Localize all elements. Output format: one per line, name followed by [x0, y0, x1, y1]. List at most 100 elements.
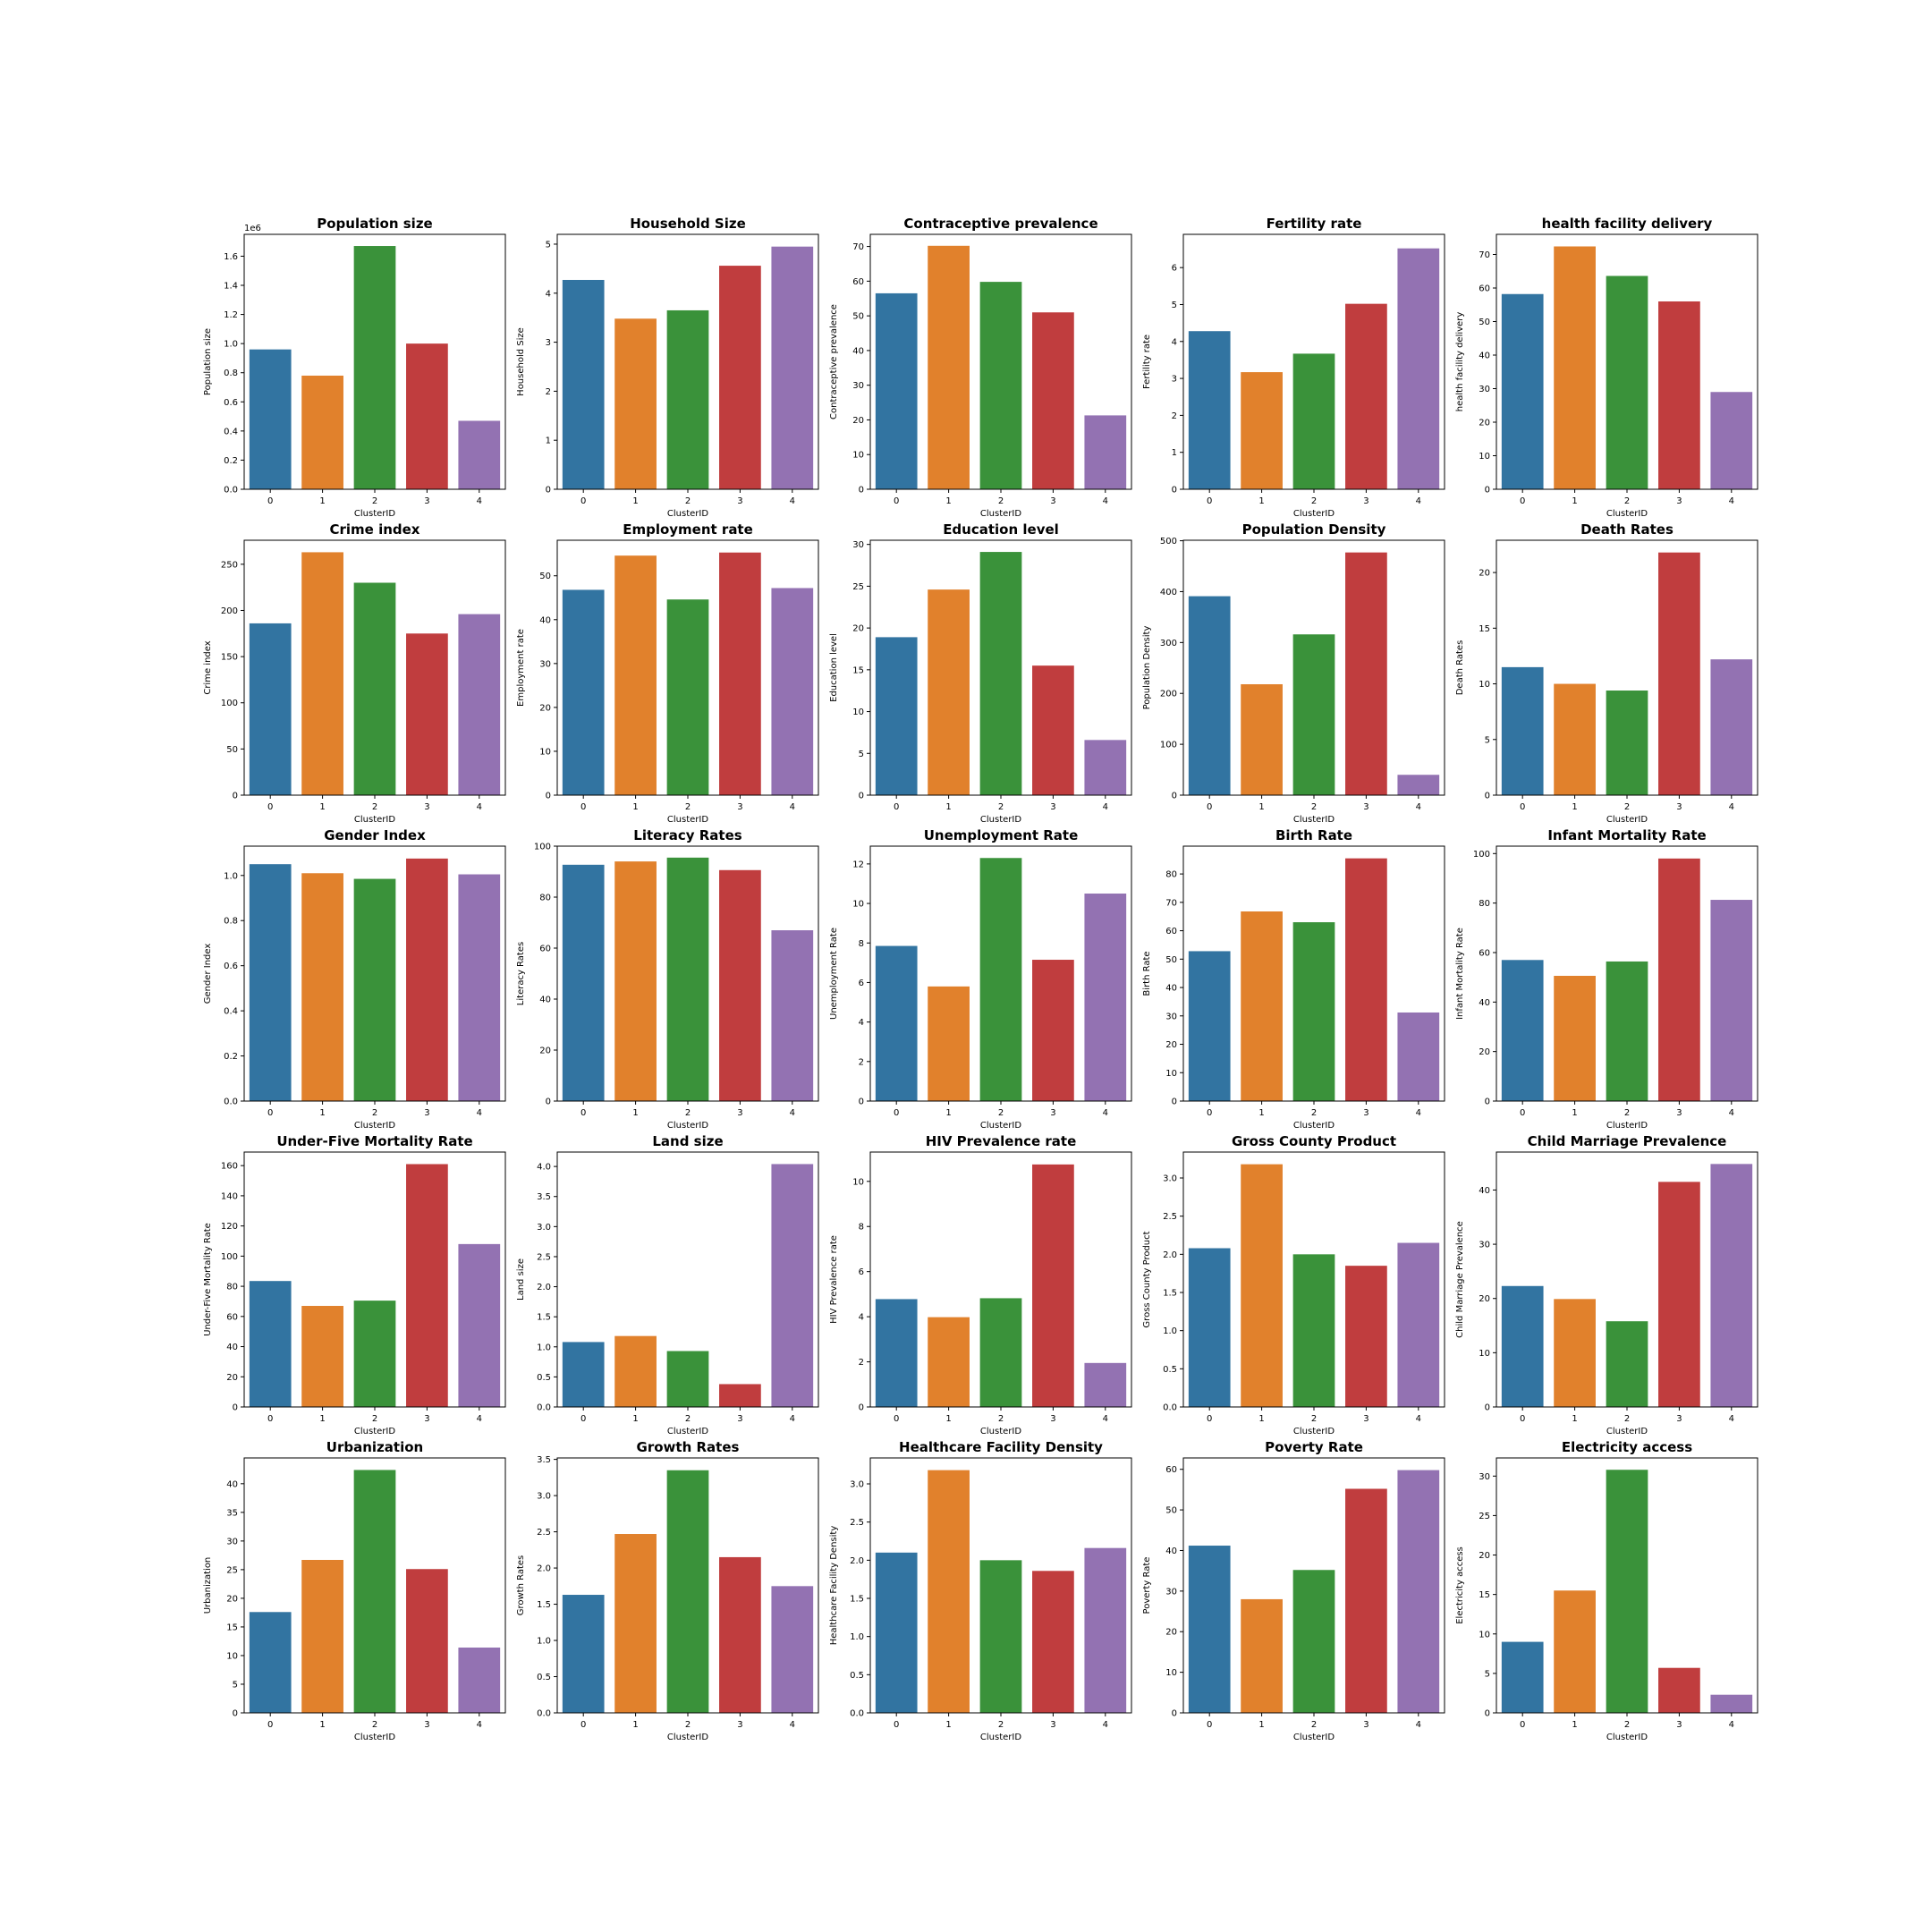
x-tick-label: 4 [477, 1108, 482, 1118]
y-tick-label: 40 [1165, 1546, 1177, 1556]
bar [979, 858, 1022, 1101]
bar [1397, 1242, 1440, 1407]
y-tick-label: 1.0 [224, 871, 238, 881]
x-tick-label: 3 [1363, 496, 1368, 506]
bar [1032, 960, 1074, 1101]
x-tick-label: 3 [737, 1108, 742, 1118]
y-tick-label: 0.6 [224, 962, 238, 971]
y-tick-label: 70 [852, 242, 864, 252]
y-tick-label: 60 [1479, 948, 1490, 958]
x-tick-label: 0 [1520, 1414, 1525, 1424]
y-tick-label: 0 [1485, 792, 1490, 801]
bar [353, 878, 396, 1101]
y-tick-label: 2 [1172, 411, 1177, 421]
bar [1345, 1488, 1387, 1713]
x-tick-label: 0 [580, 1108, 586, 1118]
bar [562, 279, 605, 489]
y-tick-label: 0.2 [224, 1052, 238, 1062]
y-tick-label: 4 [1172, 337, 1177, 347]
y-axis-label: Fertility rate [1142, 335, 1152, 389]
y-tick-label: 10 [539, 747, 551, 757]
x-tick-label: 1 [319, 496, 325, 506]
y-axis-label: Child Marriage Prevalence [1455, 1221, 1465, 1338]
y-tick-label: 120 [221, 1222, 238, 1232]
y-tick-label: 40 [852, 346, 864, 356]
y-tick-label: 0.6 [224, 398, 238, 408]
x-tick-label: 1 [1572, 802, 1577, 812]
chart-title: Fertility rate [1267, 216, 1362, 232]
x-tick-label: 1 [1572, 496, 1577, 506]
y-tick-label: 2 [859, 1358, 864, 1368]
y-tick-label: 3.0 [537, 1492, 551, 1502]
x-tick-label: 2 [372, 1720, 377, 1730]
chart-title: Death Rates [1580, 521, 1674, 538]
bar [771, 1164, 814, 1407]
y-tick-label: 5 [1172, 301, 1177, 310]
y-tick-label: 25 [852, 582, 864, 592]
y-tick-label: 80 [539, 894, 551, 903]
x-tick-label: 1 [319, 1108, 325, 1118]
bar [614, 555, 657, 795]
x-tick-label: 4 [477, 1720, 482, 1730]
x-tick-label: 2 [372, 802, 377, 812]
y-axis-label: Employment rate [516, 629, 526, 707]
y-tick-label: 10 [226, 1651, 238, 1661]
y-tick-label: 0 [233, 1709, 238, 1719]
y-tick-label: 100 [534, 843, 551, 852]
x-tick-label: 2 [1311, 1108, 1317, 1118]
y-tick-label: 20 [226, 1373, 238, 1383]
y-tick-label: 20 [852, 624, 864, 634]
y-tick-label: 60 [852, 277, 864, 287]
y-tick-label: 10 [852, 900, 864, 910]
bar [301, 1560, 343, 1713]
y-tick-label: 3 [1172, 375, 1177, 385]
x-axis-label: ClusterID [1293, 1121, 1335, 1131]
x-tick-label: 1 [1572, 1414, 1577, 1424]
y-tick-label: 0.8 [224, 369, 238, 378]
bar [1606, 1321, 1648, 1407]
y-tick-label: 1 [1172, 448, 1177, 458]
y-tick-label: 1.6 [224, 252, 238, 262]
bar [353, 582, 396, 795]
y-tick-label: 1.0 [1163, 1326, 1177, 1336]
y-tick-label: 2.5 [537, 1528, 551, 1538]
y-axis-label: Poverty Rate [1142, 1557, 1152, 1614]
x-tick-label: 0 [894, 1720, 899, 1730]
x-tick-label: 1 [319, 802, 325, 812]
y-tick-label: 50 [1165, 1506, 1177, 1516]
y-tick-label: 15 [1479, 624, 1490, 634]
x-tick-label: 4 [1729, 496, 1734, 506]
bar [406, 343, 448, 489]
bar [666, 1351, 709, 1407]
x-tick-label: 1 [1258, 496, 1264, 506]
x-axis-label: ClusterID [354, 509, 395, 519]
y-tick-label: 2.0 [537, 1564, 551, 1574]
x-axis-label: ClusterID [667, 815, 708, 825]
bar [666, 309, 709, 489]
x-tick-label: 2 [1311, 1414, 1317, 1424]
y-tick-label: 30 [539, 659, 551, 669]
chart-panel: 0.0 0.5 1.0 1.5 2.0 2.5 3.0 0 1 2 3 4 Gross County P… [1142, 1133, 1445, 1436]
x-tick-label: 4 [1416, 802, 1421, 812]
y-tick-label: 4 [859, 1313, 864, 1323]
x-tick-label: 0 [894, 1414, 899, 1424]
bar [1710, 1694, 1753, 1713]
x-tick-label: 3 [1050, 1108, 1055, 1118]
y-tick-label: 1.0 [537, 1637, 551, 1647]
x-tick-label: 1 [945, 1414, 951, 1424]
chart-title: Education level [943, 521, 1059, 538]
bar [1241, 911, 1283, 1101]
chart-panel: 0 10 20 30 40 0 1 2 3 4 Child Marriage Prevalence C… [1455, 1133, 1758, 1436]
chart-panel: 0 2 4 6 8 10 0 1 2 3 4 HIV Prevalence rate ClusterID… [829, 1133, 1132, 1436]
bar [875, 637, 918, 795]
x-tick-label: 1 [319, 1414, 325, 1424]
bar [1292, 922, 1335, 1101]
x-tick-label: 4 [477, 802, 482, 812]
y-axis-label: Infant Mortality Rate [1455, 928, 1465, 1020]
x-tick-label: 0 [1520, 1720, 1525, 1730]
bar [1554, 246, 1596, 489]
bar [1188, 1546, 1231, 1713]
bar [875, 1552, 918, 1713]
